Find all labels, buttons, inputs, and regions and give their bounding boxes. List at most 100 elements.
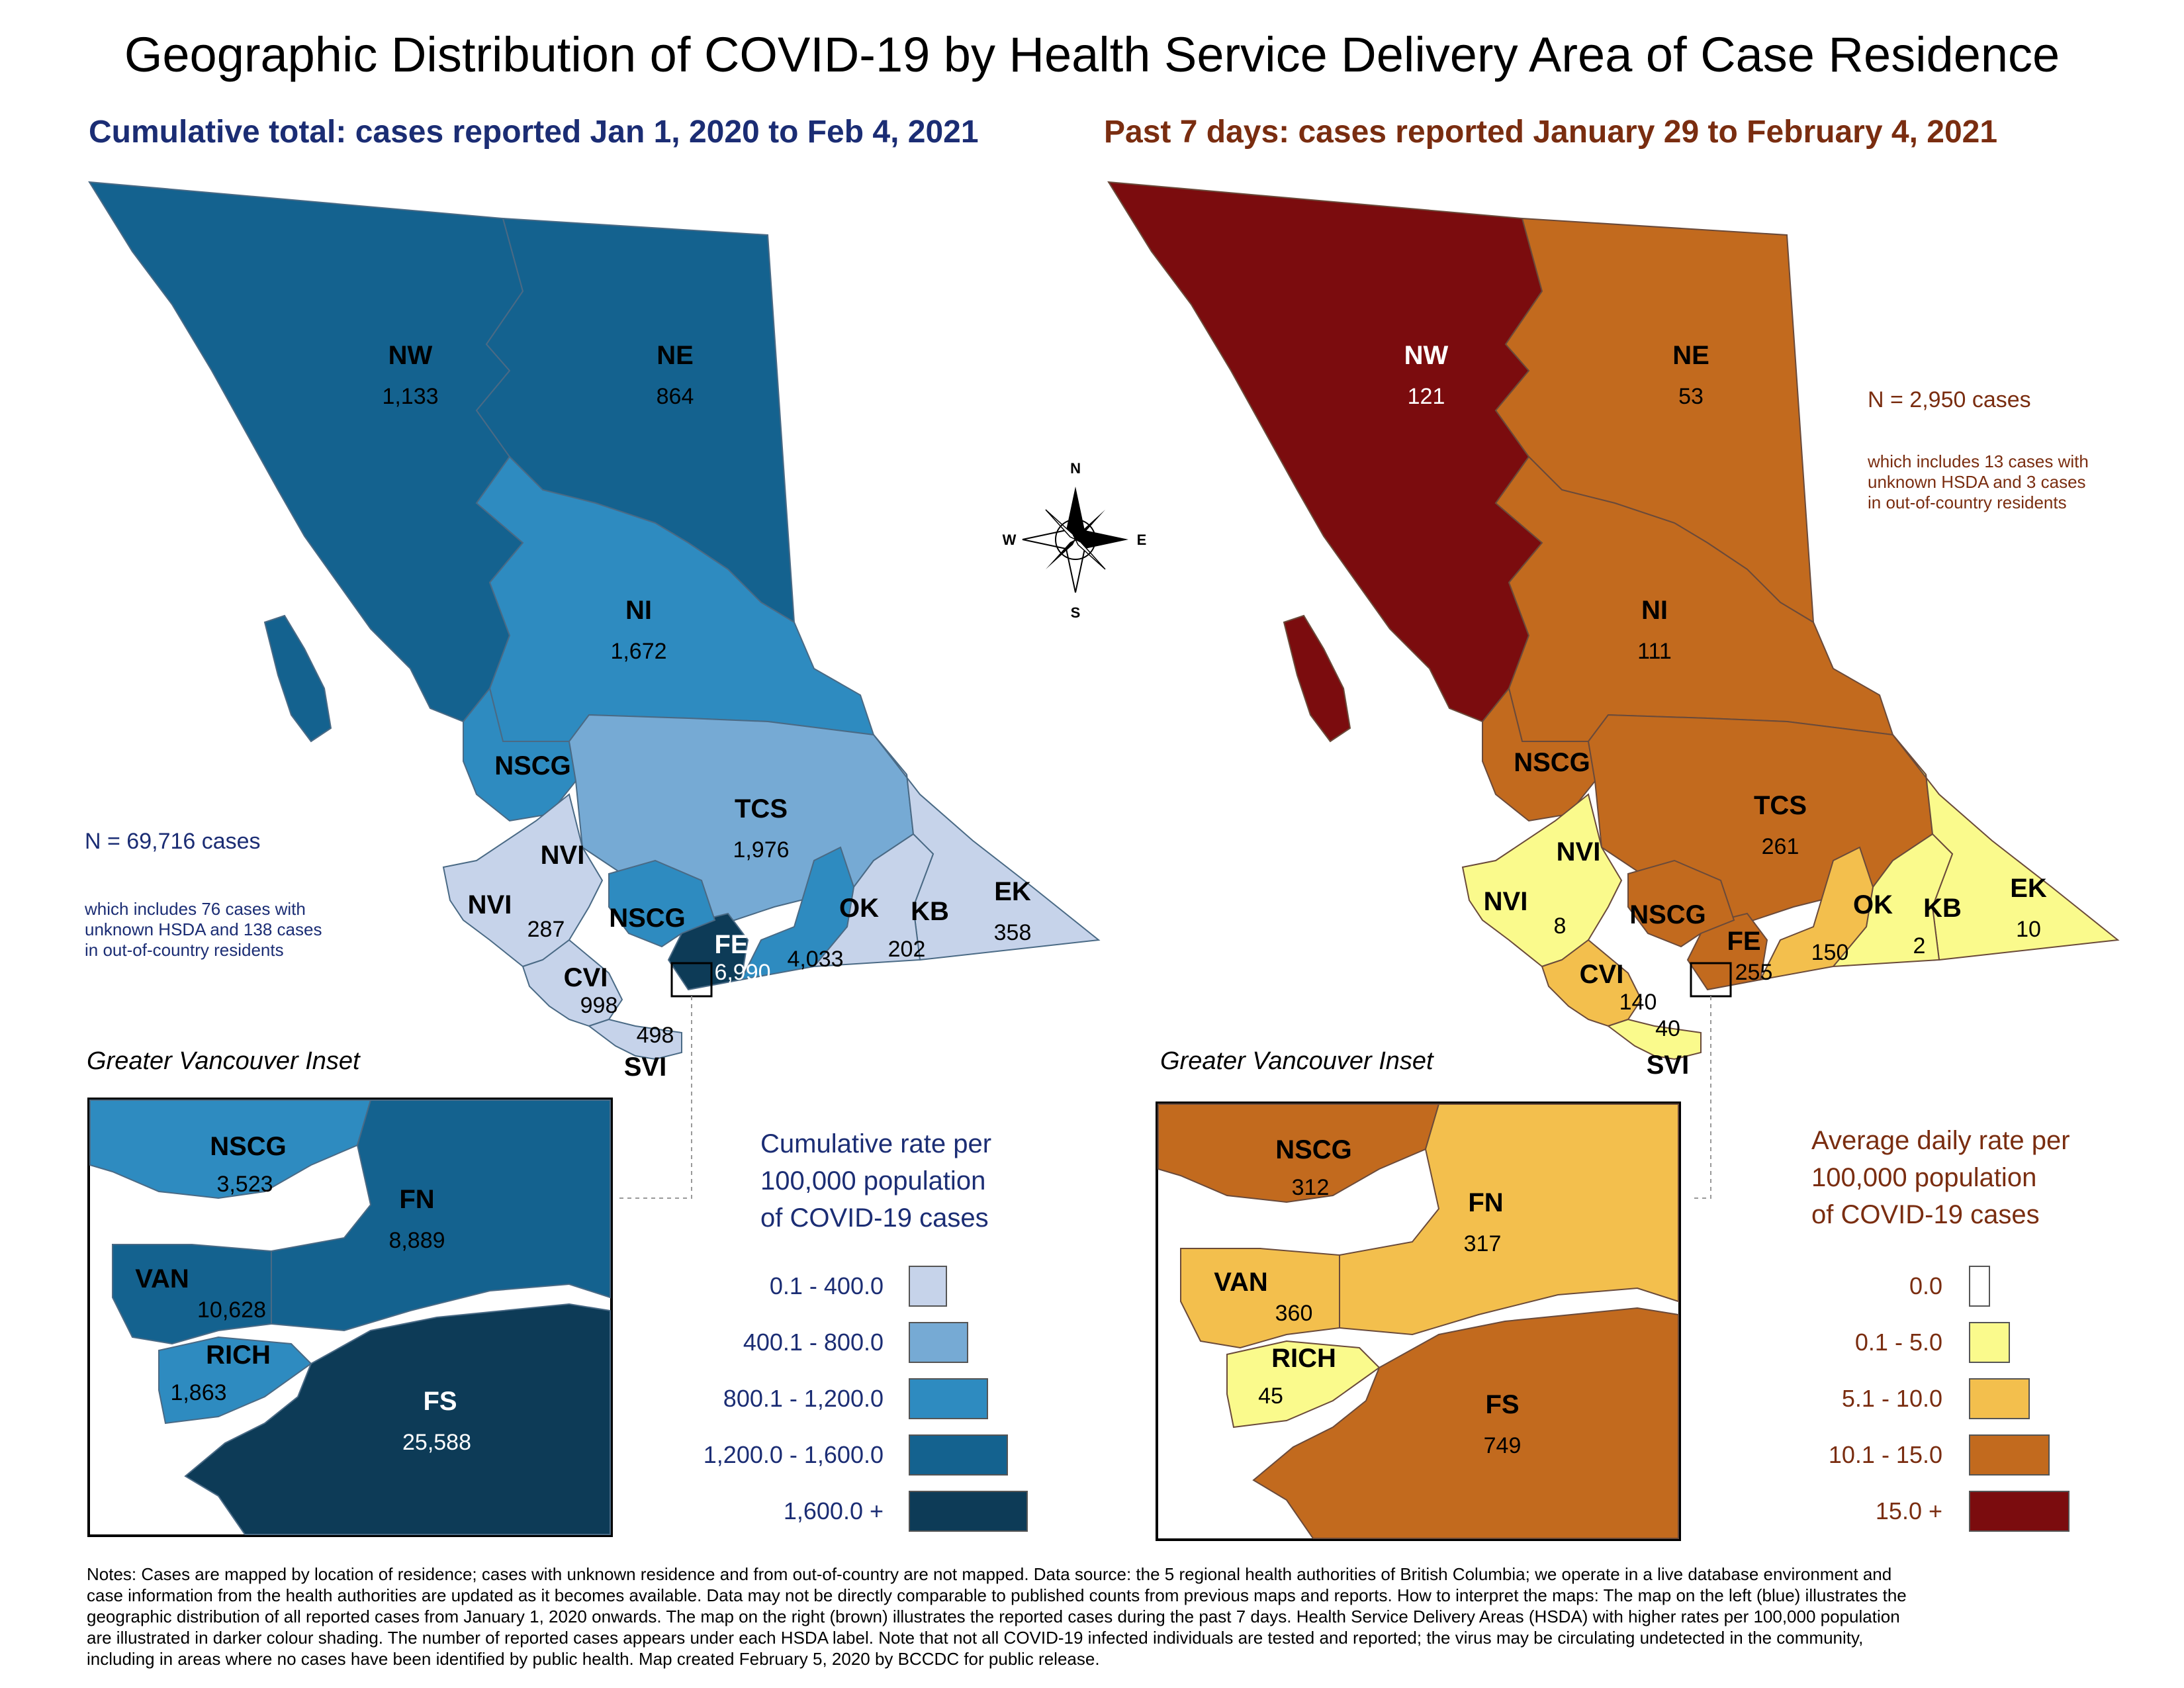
inset-value-nscg: 312	[1292, 1175, 1330, 1200]
inset-value-fs: 749	[1484, 1433, 1522, 1458]
legend-label: 0.1 - 5.0	[1854, 1329, 1942, 1356]
right-map-labels: NW 121 NE 53 NI 111 NSCG TCS 261 NVI NVI…	[1404, 341, 2047, 1080]
region-nscg	[463, 686, 577, 822]
inset-label-nscg: NSCG	[1275, 1135, 1352, 1164]
legend-swatch	[909, 1434, 1008, 1476]
left-cumulative-map	[88, 181, 1101, 1199]
label-ne: NE	[1672, 341, 1709, 370]
left-map-labels: NW 1,133 NE 864 NI 1,672 NSCG TCS 1,976 …	[382, 341, 1031, 1082]
label-ni: NI	[625, 596, 652, 625]
left-n-note-line: in out-of-country residents	[85, 940, 284, 960]
value-svi: 498	[637, 1023, 674, 1048]
left-map-subtitle: Cumulative total: cases reported Jan 1, …	[89, 115, 979, 150]
right-n-note: which includes 13 cases with unknown HSD…	[1868, 451, 2089, 513]
value-cvi: 998	[580, 993, 618, 1018]
value-ne: 53	[1678, 384, 1704, 409]
inset-value-rich: 1,863	[170, 1380, 226, 1405]
inset-label-rich: RICH	[1271, 1344, 1336, 1373]
note-line: case information from the health authori…	[87, 1585, 1907, 1605]
right-n-note-line: which includes 13 cases with	[1868, 451, 2089, 471]
value-ni: 1,672	[610, 639, 666, 664]
label-svi: SVI	[1647, 1051, 1689, 1080]
region-svi	[1606, 1018, 1702, 1060]
label-ni: NI	[1641, 596, 1668, 625]
value-ok: 4,033	[787, 947, 843, 972]
compass-s: S	[1071, 604, 1081, 621]
legend-swatch	[1969, 1434, 2050, 1476]
region-svi	[587, 1018, 682, 1060]
inset-label-rich: RICH	[206, 1340, 271, 1370]
region-nw	[88, 181, 524, 723]
right-legend-title: Average daily rate per 100,000 populatio…	[1811, 1122, 2070, 1233]
legend-swatch	[909, 1378, 988, 1419]
label-nscg: NSCG	[494, 751, 571, 780]
left-n-note-line: which includes 76 cases with	[85, 899, 306, 919]
left-vancouver-inset	[87, 1098, 613, 1537]
inset-connector-line	[1694, 996, 1711, 1199]
inset-connector-line	[619, 996, 692, 1199]
value-nvi: 287	[527, 917, 565, 942]
label-nw: NW	[388, 341, 433, 370]
note-line: geographic distribution of all reported …	[87, 1607, 1900, 1626]
legend-swatch	[909, 1266, 947, 1307]
label-kb: KB	[911, 897, 949, 926]
compass-rose-icon: N S E W	[1003, 460, 1147, 621]
region-nvi	[442, 793, 604, 968]
label-nvi-west: NVI	[468, 890, 512, 919]
value-fe: 255	[1735, 960, 1773, 985]
legend-label: 5.1 - 10.0	[1841, 1385, 1942, 1412]
label-cvi: CVI	[564, 963, 608, 992]
inset-region-fs	[184, 1303, 611, 1535]
label-nscg: NSCG	[1514, 748, 1590, 777]
legend-title-line: of COVID-19 cases	[760, 1203, 989, 1233]
legend-title-line: 100,000 population	[1811, 1163, 2037, 1192]
legend-title-line: Average daily rate per	[1811, 1126, 2070, 1155]
region-nvi	[1461, 793, 1623, 968]
right-n-note-line: in out-of-country residents	[1868, 492, 2067, 512]
label-ne: NE	[657, 341, 694, 370]
label-svi: SVI	[624, 1053, 666, 1082]
inset-value-van: 360	[1275, 1301, 1313, 1326]
value-nvi: 8	[1554, 914, 1567, 939]
inset-value-fn: 8,889	[388, 1228, 445, 1253]
label-tcs: TCS	[1754, 791, 1807, 820]
right-n-cases: N = 2,950 cases	[1868, 387, 2031, 412]
legend-label: 15.0 +	[1875, 1497, 1942, 1524]
compass-n: N	[1070, 460, 1081, 477]
region-ok	[740, 846, 855, 981]
region-nscg2	[608, 859, 716, 948]
value-fe: 6,990	[714, 960, 770, 985]
inset-label-fs: FS	[1485, 1390, 1519, 1419]
inset-value-rich: 45	[1258, 1383, 1283, 1409]
value-nw: 1,133	[382, 384, 438, 409]
inset-value-fs: 25,588	[402, 1430, 471, 1455]
label-nvi: NVI	[541, 841, 585, 870]
legend-swatch	[1969, 1266, 1990, 1307]
inset-region-van	[1180, 1248, 1340, 1349]
inset-region-fn	[1339, 1103, 1679, 1336]
value-kb: 2	[1913, 933, 1926, 959]
value-ni: 111	[1637, 639, 1672, 664]
value-ne: 864	[657, 384, 694, 409]
inset-label-van: VAN	[135, 1264, 189, 1293]
compass-w: W	[1003, 532, 1017, 548]
value-cvi: 140	[1619, 990, 1657, 1015]
inset-region-fs	[1252, 1307, 1679, 1539]
label-nw: NW	[1404, 341, 1449, 370]
region-nw	[1107, 181, 1543, 723]
note-line: including in areas where no cases have b…	[87, 1649, 1100, 1669]
inset-region-rich	[158, 1336, 312, 1425]
left-inset-title: Greater Vancouver Inset	[87, 1047, 360, 1075]
haida-gwaii-island	[1283, 614, 1351, 743]
left-legend-title: Cumulative rate per 100,000 population o…	[760, 1125, 991, 1237]
label-ok: OK	[1853, 890, 1893, 919]
region-nscg2	[1627, 859, 1735, 948]
legend-label: 800.1 - 1,200.0	[723, 1385, 884, 1412]
compass-e: E	[1137, 532, 1147, 548]
inset-label-fn: FN	[1468, 1188, 1503, 1217]
inset-label-fn: FN	[399, 1185, 434, 1214]
right-inset-labels: NSCG 312 FN 317 VAN 360 RICH 45 FS 749	[1214, 1135, 1521, 1458]
value-nw: 121	[1408, 384, 1445, 409]
label-ek: EK	[2010, 874, 2047, 903]
